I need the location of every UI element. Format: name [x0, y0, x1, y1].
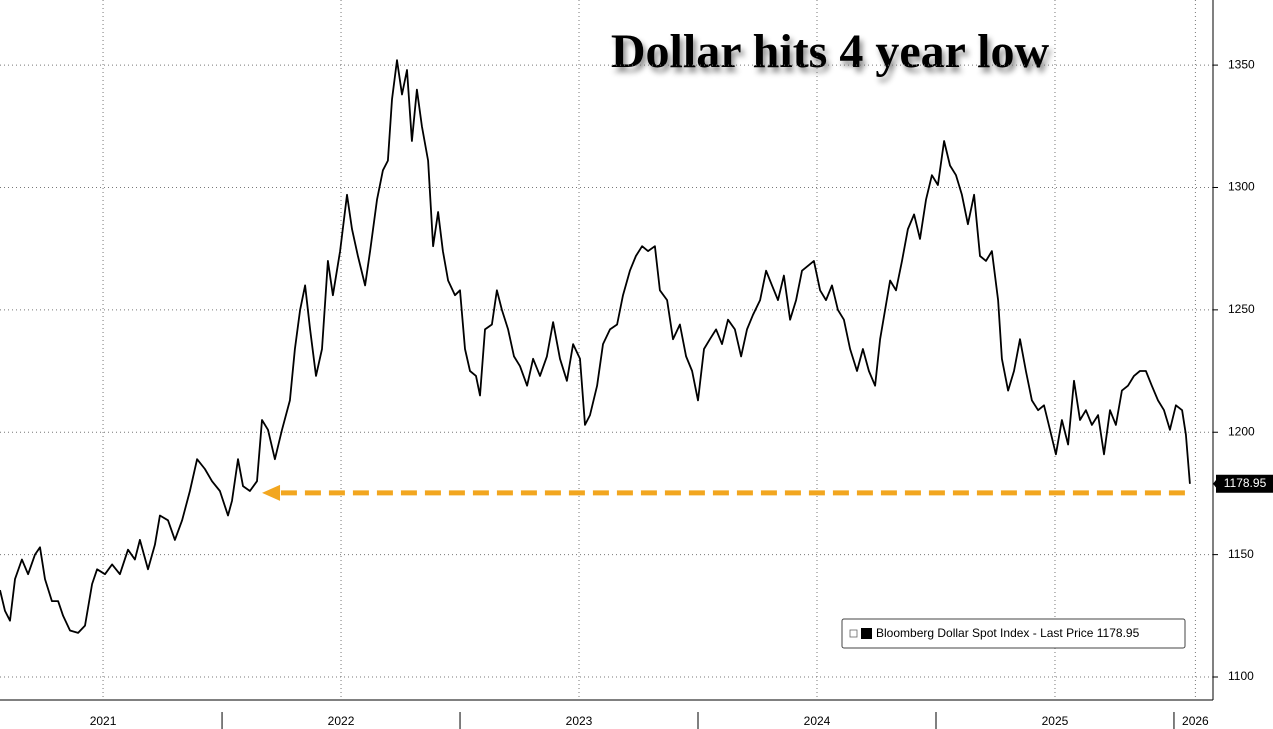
- y-tick-label: 1250: [1228, 302, 1255, 316]
- legend-toggle: [849, 629, 858, 638]
- y-tick-label: 1300: [1228, 180, 1255, 194]
- last-price-box: [1216, 474, 1273, 493]
- legend-swatch: [861, 628, 872, 639]
- x-tick-label: 2026: [1182, 714, 1209, 728]
- y-tick-label: 1100: [1228, 669, 1254, 683]
- legend-label: Bloomberg Dollar Spot Index - Last Price…: [876, 626, 1140, 640]
- legend-box: [841, 618, 1186, 649]
- last-price-pointer: [1213, 478, 1217, 489]
- chart-title: Dollar hits 4 year low: [611, 25, 1050, 78]
- x-tick-label: 2025: [1042, 714, 1069, 728]
- x-tick-label: 2024: [804, 714, 831, 728]
- x-tick-label: 2021: [90, 714, 117, 728]
- x-tick-label: 2022: [328, 714, 355, 728]
- y-tick-label: 1150: [1228, 547, 1254, 561]
- y-tick-label: 1350: [1228, 57, 1255, 71]
- series-line: [0, 59, 1191, 634]
- arrow-head: [262, 484, 281, 501]
- y-tick-label: 1200: [1228, 424, 1255, 438]
- x-tick-label: 2023: [566, 714, 593, 728]
- last-price-label: 1178.95: [1224, 476, 1267, 490]
